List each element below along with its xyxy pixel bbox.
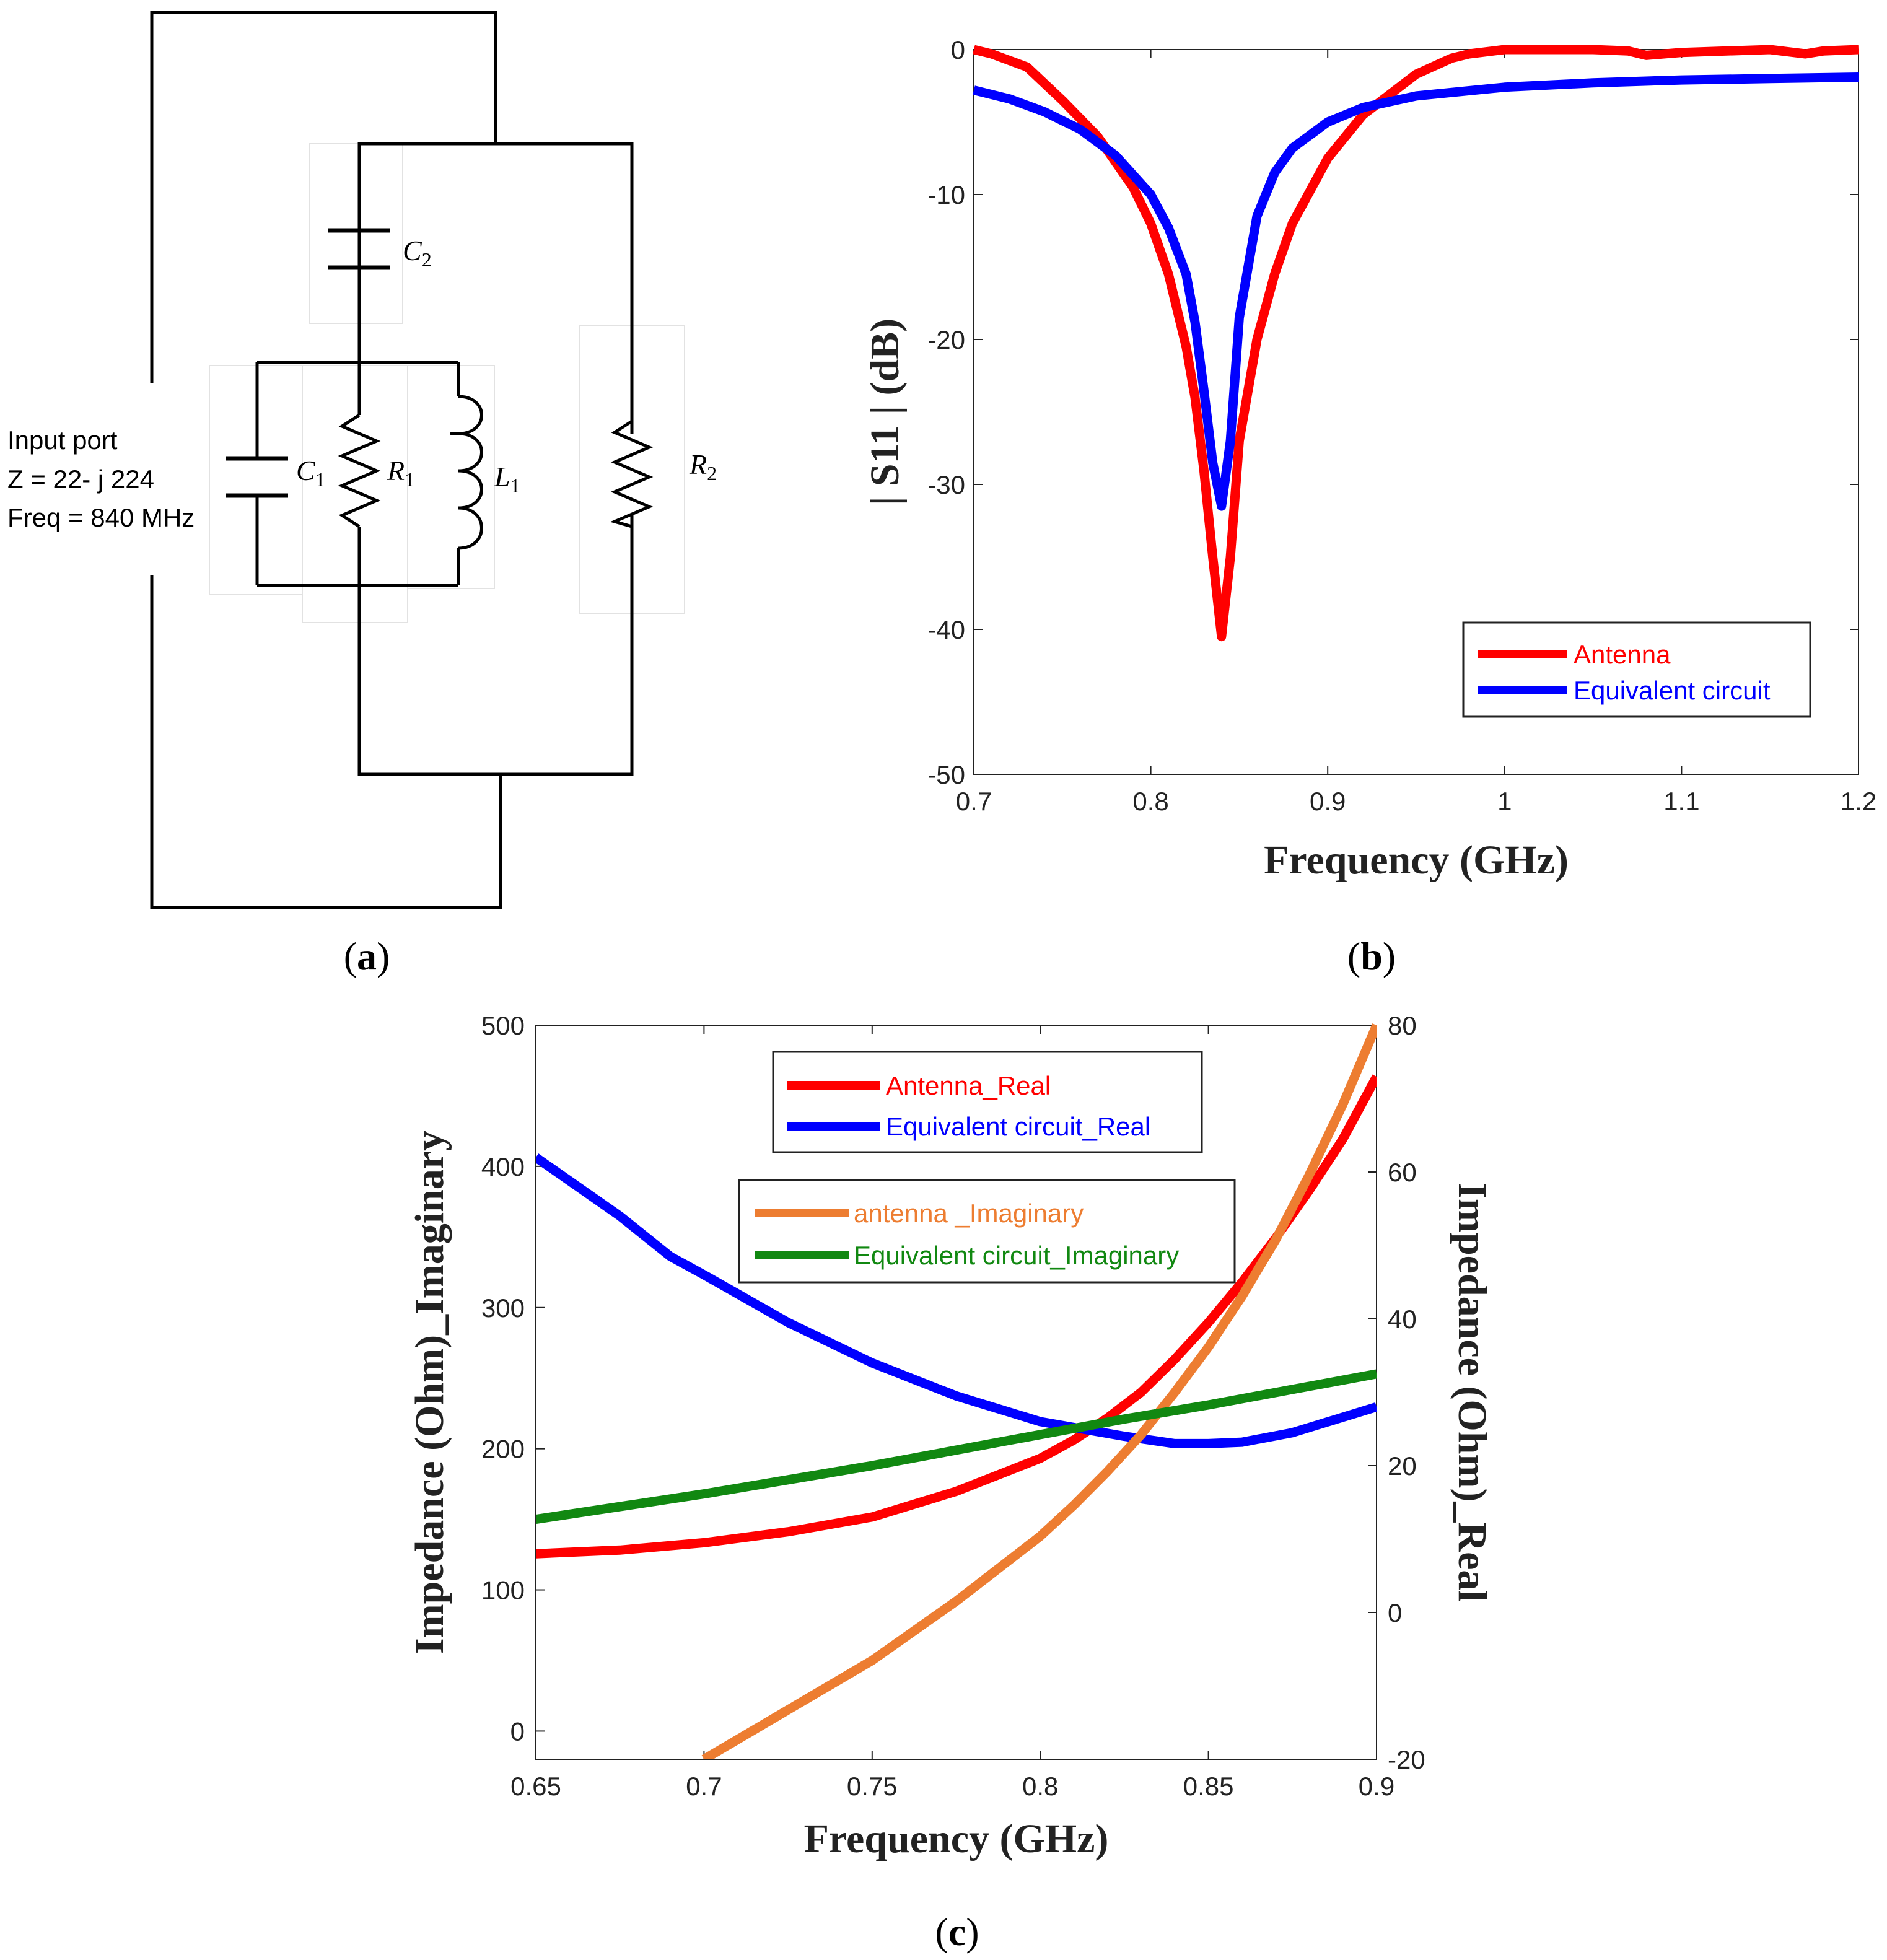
imp-ytick-right-label: -20: [1388, 1745, 1425, 1774]
imp-ytick-left-label: 400: [481, 1152, 525, 1181]
capacitor-c2-symbol: [328, 144, 390, 362]
s11-xtick-label: 1: [1497, 787, 1512, 816]
label-c1: C1: [296, 455, 325, 491]
outer-wire-bottom: [150, 575, 502, 909]
imp-legend-real: Antenna_Real Equivalent circuit_Real: [772, 1051, 1203, 1153]
s11-xlabel: Frequency (GHz): [1264, 838, 1569, 883]
s11-xtick-label: 0.7: [956, 787, 992, 816]
imp-xtick-label: 0.75: [847, 1772, 898, 1801]
imp-xtick-label: 0.9: [1359, 1772, 1394, 1801]
caption-b: (b): [1347, 934, 1396, 978]
s11-series-antenna: [973, 45, 1859, 642]
imp-ylabel-left: Impedance (Ohm)_Imaginary: [407, 1131, 452, 1654]
label-l1: L1: [494, 461, 520, 497]
port-line2: Z = 22- j 224: [7, 465, 154, 494]
imp-series-equivalent-circuit-imaginary: [536, 1369, 1377, 1525]
inductor-l1-symbol: [450, 362, 483, 585]
outer-wire: [150, 11, 497, 383]
imp-ytick-right-label: 80: [1388, 1011, 1417, 1040]
resistor-r1-symbol: [338, 362, 381, 585]
imp-xtick-label: 0.8: [1022, 1772, 1058, 1801]
imp-xtick-label: 0.65: [510, 1772, 561, 1801]
label-c2: C2: [403, 235, 432, 271]
port-annotation: Input port Z = 22- j 224 Freq = 840 MHz: [7, 426, 195, 532]
port-line1: Input port: [7, 426, 118, 455]
s11-ytick-label: -50: [927, 760, 965, 789]
s11-xtick-label: 0.9: [1310, 787, 1346, 816]
caption-a: (a): [344, 934, 390, 978]
imp-xtick-label: 0.7: [686, 1772, 722, 1801]
s11-ylabel: | S11 | (dB): [862, 318, 908, 505]
capacitor-c1-symbol: [226, 362, 288, 585]
imp-legend-imaginary: antenna _Imaginary Equivalent circuit_Ima…: [738, 1179, 1236, 1284]
s11-legend-label: Equivalent circuit: [1574, 676, 1771, 705]
circuit-diagram: [150, 11, 685, 909]
imp-ytick-right-label: 40: [1388, 1305, 1417, 1334]
top-wire: [357, 142, 634, 434]
imp-ytick-right-label: 20: [1388, 1451, 1417, 1481]
s11-legend: Antenna Equivalent circuit: [1462, 621, 1811, 718]
imp-series-equivalent-circuit-real: [536, 1153, 1377, 1448]
s11-legend-label: Antenna: [1574, 640, 1671, 669]
imp-ytick-right-label: 0: [1388, 1598, 1402, 1627]
caption-c: (c): [935, 1910, 979, 1954]
imp-ytick-left-label: 100: [481, 1576, 525, 1605]
label-r2: R2: [689, 448, 717, 484]
imp-ytick-right-label: 60: [1388, 1158, 1417, 1187]
imp-ytick-left-label: 200: [481, 1435, 525, 1464]
s11-xtick-label: 1.1: [1663, 787, 1699, 816]
s11-ytick-label: -20: [927, 325, 965, 354]
s11-ytick-label: -30: [927, 470, 965, 499]
resistor-r2-symbol: [610, 415, 654, 528]
s11-xtick-label: 0.8: [1132, 787, 1168, 816]
r2-bottom-wire: [357, 514, 634, 776]
imp-ytick-left-label: 500: [481, 1011, 525, 1040]
imp-ytick-left-label: 0: [510, 1717, 525, 1746]
s11-ytick-label: 0: [951, 35, 965, 64]
imp-legend-label: Equivalent circuit_Imaginary: [854, 1241, 1179, 1270]
imp-xtick-label: 0.85: [1183, 1772, 1234, 1801]
s11-series-equivalent-circuit: [973, 72, 1859, 511]
s11-ytick-label: -40: [927, 615, 965, 644]
s11-ytick-label: -10: [927, 180, 965, 209]
label-r1: R1: [387, 455, 414, 491]
port-line3: Freq = 840 MHz: [7, 503, 195, 532]
imp-legend-label: Equivalent circuit_Real: [886, 1112, 1150, 1141]
s11-chart: 0.7 0.8 0.9 1 1.1 1.2 0 -10 -20 -30 -40 -50 Antenna E…: [862, 35, 1876, 883]
imp-xlabel: Frequency (GHz): [804, 1816, 1109, 1862]
imp-ytick-left-label: 300: [481, 1293, 525, 1323]
imp-ylabel-right: Impedance (Ohm)_Real: [1450, 1183, 1495, 1601]
impedance-chart: 0.65 0.7 0.75 0.8 0.85 0.90100200300400500-20…: [407, 1011, 1495, 1862]
s11-xtick-label: 1.2: [1841, 787, 1876, 816]
imp-series-antenna-imaginary: [701, 1023, 1377, 1759]
imp-legend-label: Antenna_Real: [886, 1071, 1051, 1100]
imp-legend-label: antenna _Imaginary: [854, 1199, 1084, 1228]
